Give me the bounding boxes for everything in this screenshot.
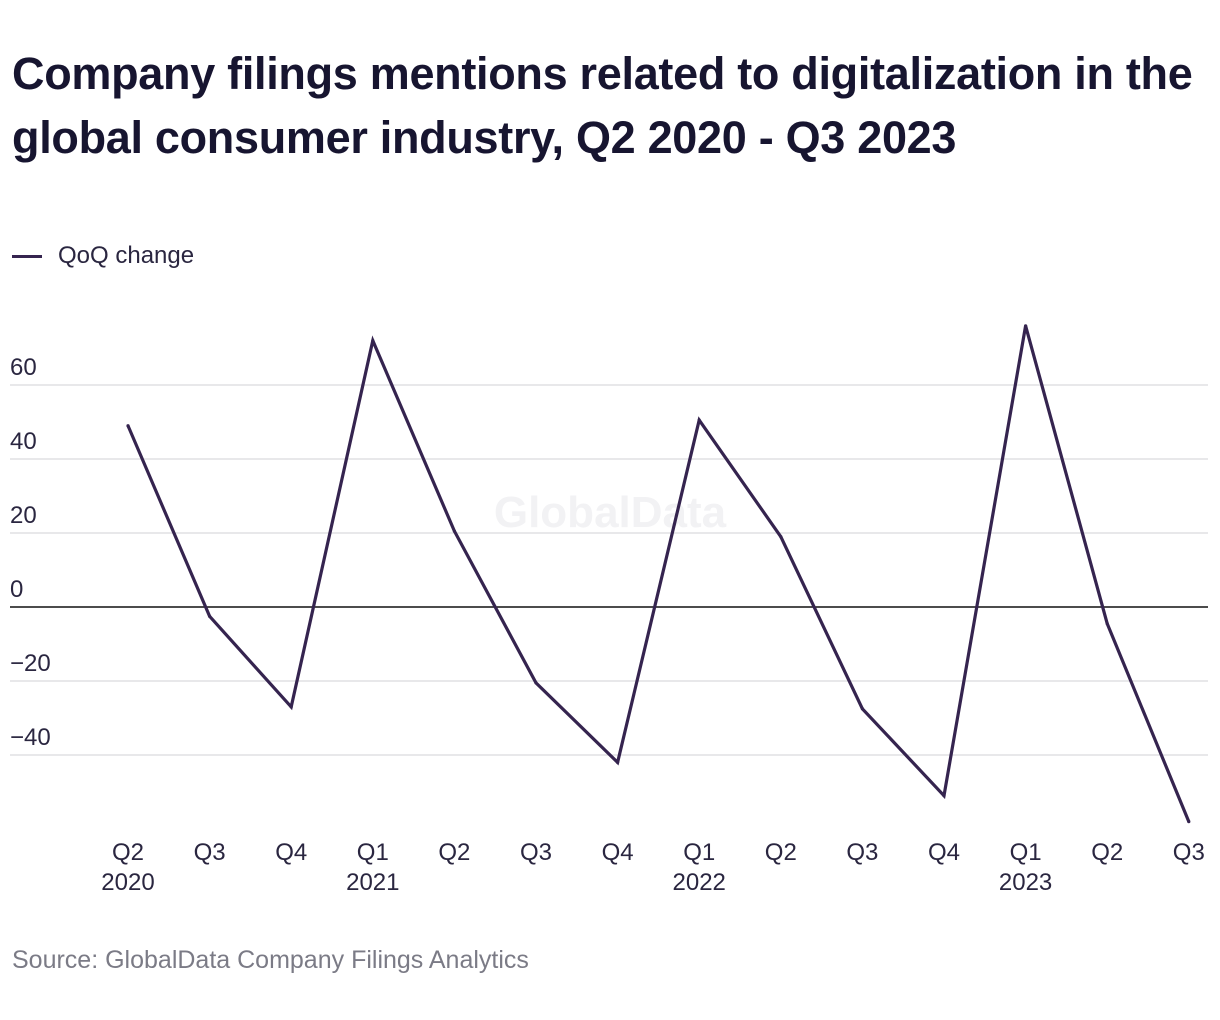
series-layer: [126, 324, 1191, 824]
y-tick-label: −20: [10, 650, 51, 677]
data-point: [534, 681, 538, 685]
y-tick-label: 0: [10, 576, 23, 603]
x-axis-ticks: Q2 2020 Q3 Q4 Q1 2021 Q2 Q3 Q4 Q1 2022 Q2 Q3 Q4 Q1 2023…: [101, 839, 1205, 896]
data-point: [860, 707, 865, 711]
x-tick-label: Q3: [1173, 839, 1205, 866]
x-tick-label: Q1: [357, 839, 389, 866]
x-tick-year-label: 2023: [999, 869, 1052, 896]
y-tick-label: −40: [10, 724, 51, 751]
data-point: [942, 794, 946, 798]
x-tick-label: Q2: [112, 839, 144, 866]
chart-title: Company filings mentions related to digi…: [12, 48, 1193, 163]
y-tick-label: 20: [10, 502, 37, 529]
data-point: [1105, 622, 1109, 626]
y-tick-label: 40: [10, 428, 37, 455]
x-tick-label: Q4: [928, 839, 960, 866]
x-tick-label: Q2: [765, 839, 797, 866]
data-point: [616, 760, 620, 765]
x-tick-label: Q1: [1010, 839, 1042, 866]
data-point: [371, 339, 375, 343]
y-axis-ticks: −40 −20 0 20 40 60: [10, 354, 51, 751]
data-point: [779, 535, 783, 539]
x-tick-label: Q4: [275, 839, 307, 866]
x-tick-year-label: 2020: [101, 869, 154, 896]
x-tick-year-label: 2021: [346, 869, 399, 896]
data-point: [208, 614, 212, 618]
data-point: [126, 424, 130, 428]
data-point: [1187, 820, 1191, 824]
x-tick-label: Q2: [1091, 839, 1123, 866]
data-point: [289, 705, 293, 709]
x-tick-year-label: 2022: [673, 869, 726, 896]
data-point: [452, 529, 456, 533]
x-tick-label: Q4: [602, 839, 634, 866]
y-tick-label: 60: [10, 354, 37, 381]
legend: QoQ change: [12, 242, 194, 270]
x-tick-label: Q2: [438, 839, 470, 866]
legend-line-swatch: [12, 254, 42, 258]
x-tick-label: Q3: [194, 839, 226, 866]
x-tick-label: Q1: [683, 839, 715, 866]
data-point: [697, 418, 701, 422]
series-line-qoq-change: [126, 325, 1191, 823]
legend-label: QoQ change: [58, 242, 195, 269]
source-note: Source: GlobalData Company Filings Analy…: [12, 946, 529, 974]
x-tick-label: Q3: [846, 839, 878, 866]
data-point: [1024, 324, 1028, 328]
x-tick-label: Q3: [520, 839, 552, 866]
watermark: GlobalData: [494, 488, 727, 537]
